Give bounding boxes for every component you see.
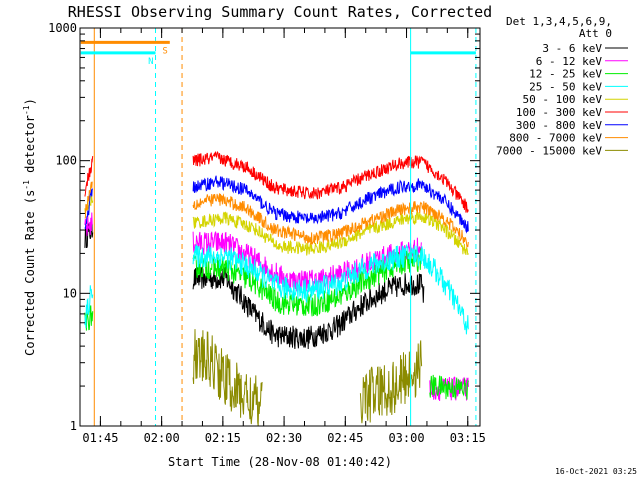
- legend-label: 7000 - 15000 keV: [496, 144, 602, 157]
- series-line-segment: [84, 181, 93, 219]
- flag-label: N: [148, 57, 153, 67]
- legend-label: 100 - 300 keV: [516, 106, 602, 119]
- series-line-segment: [359, 340, 423, 424]
- series-line-segment: [192, 248, 422, 317]
- series-line-segment: [192, 193, 469, 249]
- series-line-segment: [429, 374, 469, 400]
- y-tick-label: 1000: [48, 21, 77, 35]
- legend-label: 800 - 7000 keV: [509, 132, 602, 145]
- legend-header-line2: Att 0: [579, 27, 612, 40]
- series-line-segment: [84, 187, 94, 229]
- x-axis-label: Start Time (28-Nov-08 01:40:42): [168, 455, 392, 469]
- y-tick-label: 10: [63, 286, 77, 300]
- series-line-segment: [84, 285, 94, 328]
- series-7000-15000-kev: [192, 329, 423, 427]
- x-tick-label: 03:00: [388, 431, 424, 445]
- series-line-segment: [192, 210, 469, 256]
- y-axis-label: Corrected Count Rate (s-1 detector-1): [22, 98, 37, 356]
- series-line-segment: [84, 212, 94, 236]
- legend-label: 50 - 100 keV: [523, 93, 603, 106]
- y-tick-label: 1: [70, 419, 77, 433]
- plot-frame: [79, 27, 481, 427]
- series-line-segment: [84, 156, 94, 197]
- series-line-segment: [192, 175, 469, 234]
- generation-timestamp: 16-Oct-2021 03:25: [555, 467, 637, 476]
- series-line-segment: [192, 329, 263, 427]
- chart-title: RHESSI Observing Summary Count Rates, Co…: [68, 3, 492, 21]
- series-800-7000-kev: [84, 181, 469, 249]
- x-tick-label: 02:45: [327, 431, 363, 445]
- series-100-300-kev: [84, 150, 469, 213]
- series-300-800-kev: [84, 175, 469, 234]
- flag-label: S: [162, 46, 167, 56]
- y-tick-label: 100: [55, 154, 77, 168]
- series-line-segment: [192, 150, 469, 213]
- x-tick-label: 02:00: [144, 431, 180, 445]
- legend-label: 3 - 6 keV: [542, 42, 602, 55]
- legend-label: 300 - 800 keV: [516, 119, 602, 132]
- legend-label: 12 - 25 keV: [529, 68, 602, 81]
- x-tick-label: 02:30: [266, 431, 302, 445]
- legend-label: 25 - 50 keV: [529, 80, 602, 93]
- legend-header-line1: Det 1,3,4,5,6,9,: [506, 15, 612, 28]
- x-axis: 01:45 02:00 02:15 02:30 02:45 03:00 03:15: [79, 28, 486, 445]
- x-tick-label: 03:15: [450, 431, 486, 445]
- plot-area: SN: [80, 28, 477, 427]
- legend-label: 6 - 12 keV: [536, 55, 603, 68]
- series-25-50-kev: [84, 243, 469, 335]
- x-tick-label: 02:15: [205, 431, 241, 445]
- series-line-segment: [192, 265, 425, 350]
- series-line-segment: [192, 243, 469, 335]
- x-tick-label: 01:45: [82, 431, 118, 445]
